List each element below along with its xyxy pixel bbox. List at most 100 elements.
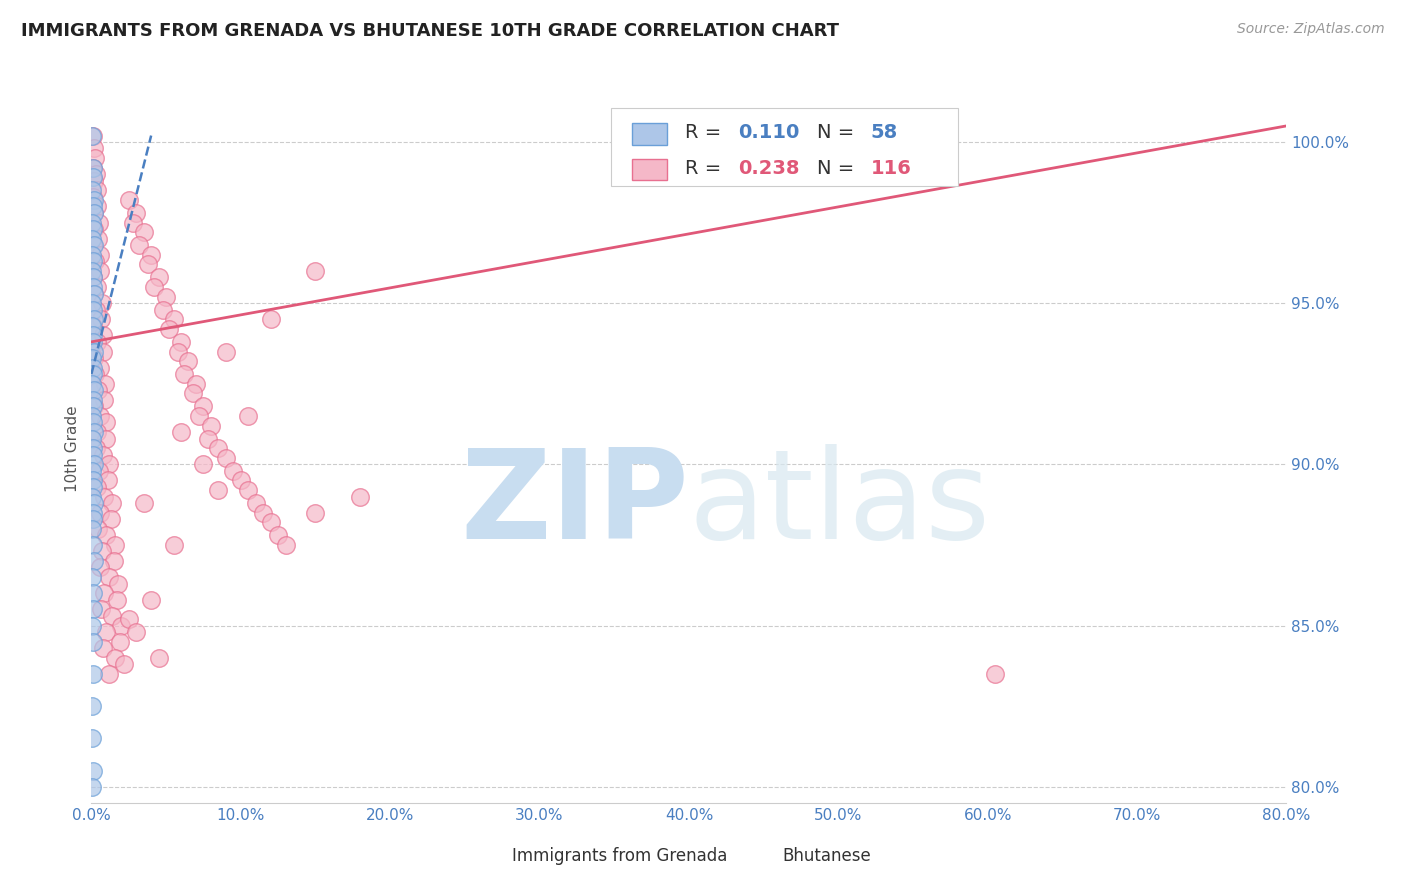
- Point: [82, 416, 104, 430]
- Point: [82, 570, 104, 584]
- Point: [90, 602, 112, 616]
- Point: [170, 334, 193, 349]
- Point: [84, 151, 107, 165]
- Point: [86, 280, 108, 294]
- Text: 58: 58: [870, 123, 898, 142]
- Point: [82, 512, 104, 526]
- Point: [82, 376, 104, 391]
- FancyBboxPatch shape: [742, 847, 773, 865]
- Point: [259, 312, 281, 326]
- Point: [252, 506, 274, 520]
- Point: [177, 354, 200, 368]
- Point: [141, 592, 162, 607]
- Point: [82, 280, 104, 294]
- Text: IMMIGRANTS FROM GRENADA VS BHUTANESE 10TH GRADE CORRELATION CHART: IMMIGRANTS FROM GRENADA VS BHUTANESE 10T…: [21, 22, 839, 40]
- Point: [82, 464, 104, 478]
- Point: [238, 409, 260, 423]
- Point: [87, 464, 110, 478]
- Point: [94, 376, 117, 391]
- Point: [188, 409, 211, 423]
- Point: [93, 328, 115, 343]
- Point: [82, 392, 104, 407]
- Point: [110, 618, 132, 632]
- Point: [84, 167, 107, 181]
- Point: [141, 248, 162, 262]
- Point: [82, 161, 104, 175]
- Point: [132, 225, 155, 239]
- Point: [82, 318, 104, 333]
- Point: [108, 634, 131, 648]
- Point: [82, 270, 104, 285]
- Point: [148, 270, 170, 285]
- Point: [82, 699, 104, 714]
- Text: N =: N =: [817, 123, 860, 142]
- Point: [83, 206, 105, 220]
- Point: [136, 258, 159, 272]
- Point: [122, 216, 145, 230]
- Point: [82, 302, 104, 317]
- Point: [222, 464, 245, 478]
- Point: [155, 290, 177, 304]
- Point: [82, 474, 104, 488]
- Text: atlas: atlas: [689, 444, 991, 566]
- Point: [118, 612, 141, 626]
- Point: [82, 360, 104, 375]
- Point: [197, 432, 219, 446]
- Point: [82, 522, 104, 536]
- Point: [82, 161, 104, 175]
- Point: [173, 367, 195, 381]
- Point: [267, 528, 290, 542]
- Text: 0.238: 0.238: [738, 159, 800, 178]
- Point: [193, 458, 215, 472]
- Point: [89, 360, 111, 375]
- Point: [82, 318, 104, 333]
- Point: [83, 193, 105, 207]
- Point: [89, 560, 111, 574]
- Point: [98, 666, 121, 681]
- Point: [274, 538, 297, 552]
- Point: [125, 206, 148, 220]
- Point: [143, 280, 166, 294]
- Point: [82, 238, 104, 252]
- Point: [82, 448, 104, 462]
- Point: [167, 344, 190, 359]
- Y-axis label: 10th Grade: 10th Grade: [65, 405, 80, 491]
- Point: [86, 425, 108, 439]
- Point: [93, 586, 115, 600]
- Point: [93, 490, 115, 504]
- Point: [84, 254, 107, 268]
- Point: [162, 312, 184, 326]
- Point: [86, 480, 108, 494]
- Point: [181, 386, 204, 401]
- Text: R =: R =: [685, 123, 728, 142]
- Text: Bhutanese: Bhutanese: [782, 847, 870, 865]
- Point: [83, 496, 105, 510]
- Point: [82, 586, 104, 600]
- Point: [86, 334, 108, 349]
- Text: Immigrants from Grenada: Immigrants from Grenada: [512, 847, 727, 865]
- Point: [96, 528, 118, 542]
- Point: [86, 183, 108, 197]
- Point: [83, 206, 105, 220]
- Point: [82, 216, 104, 230]
- Point: [83, 286, 105, 301]
- Point: [84, 442, 107, 455]
- Point: [82, 199, 104, 213]
- Point: [82, 128, 104, 143]
- Text: ZIP: ZIP: [460, 444, 689, 566]
- Point: [82, 506, 104, 520]
- Point: [82, 538, 104, 552]
- Point: [128, 238, 150, 252]
- Point: [82, 409, 104, 423]
- Point: [125, 624, 148, 639]
- Point: [103, 554, 125, 568]
- Text: N =: N =: [817, 159, 860, 178]
- Point: [349, 490, 371, 504]
- Point: [82, 334, 104, 349]
- Point: [87, 522, 110, 536]
- Point: [96, 416, 118, 430]
- Point: [83, 312, 105, 326]
- Point: [82, 480, 104, 494]
- FancyBboxPatch shape: [612, 108, 957, 186]
- Point: [82, 254, 104, 268]
